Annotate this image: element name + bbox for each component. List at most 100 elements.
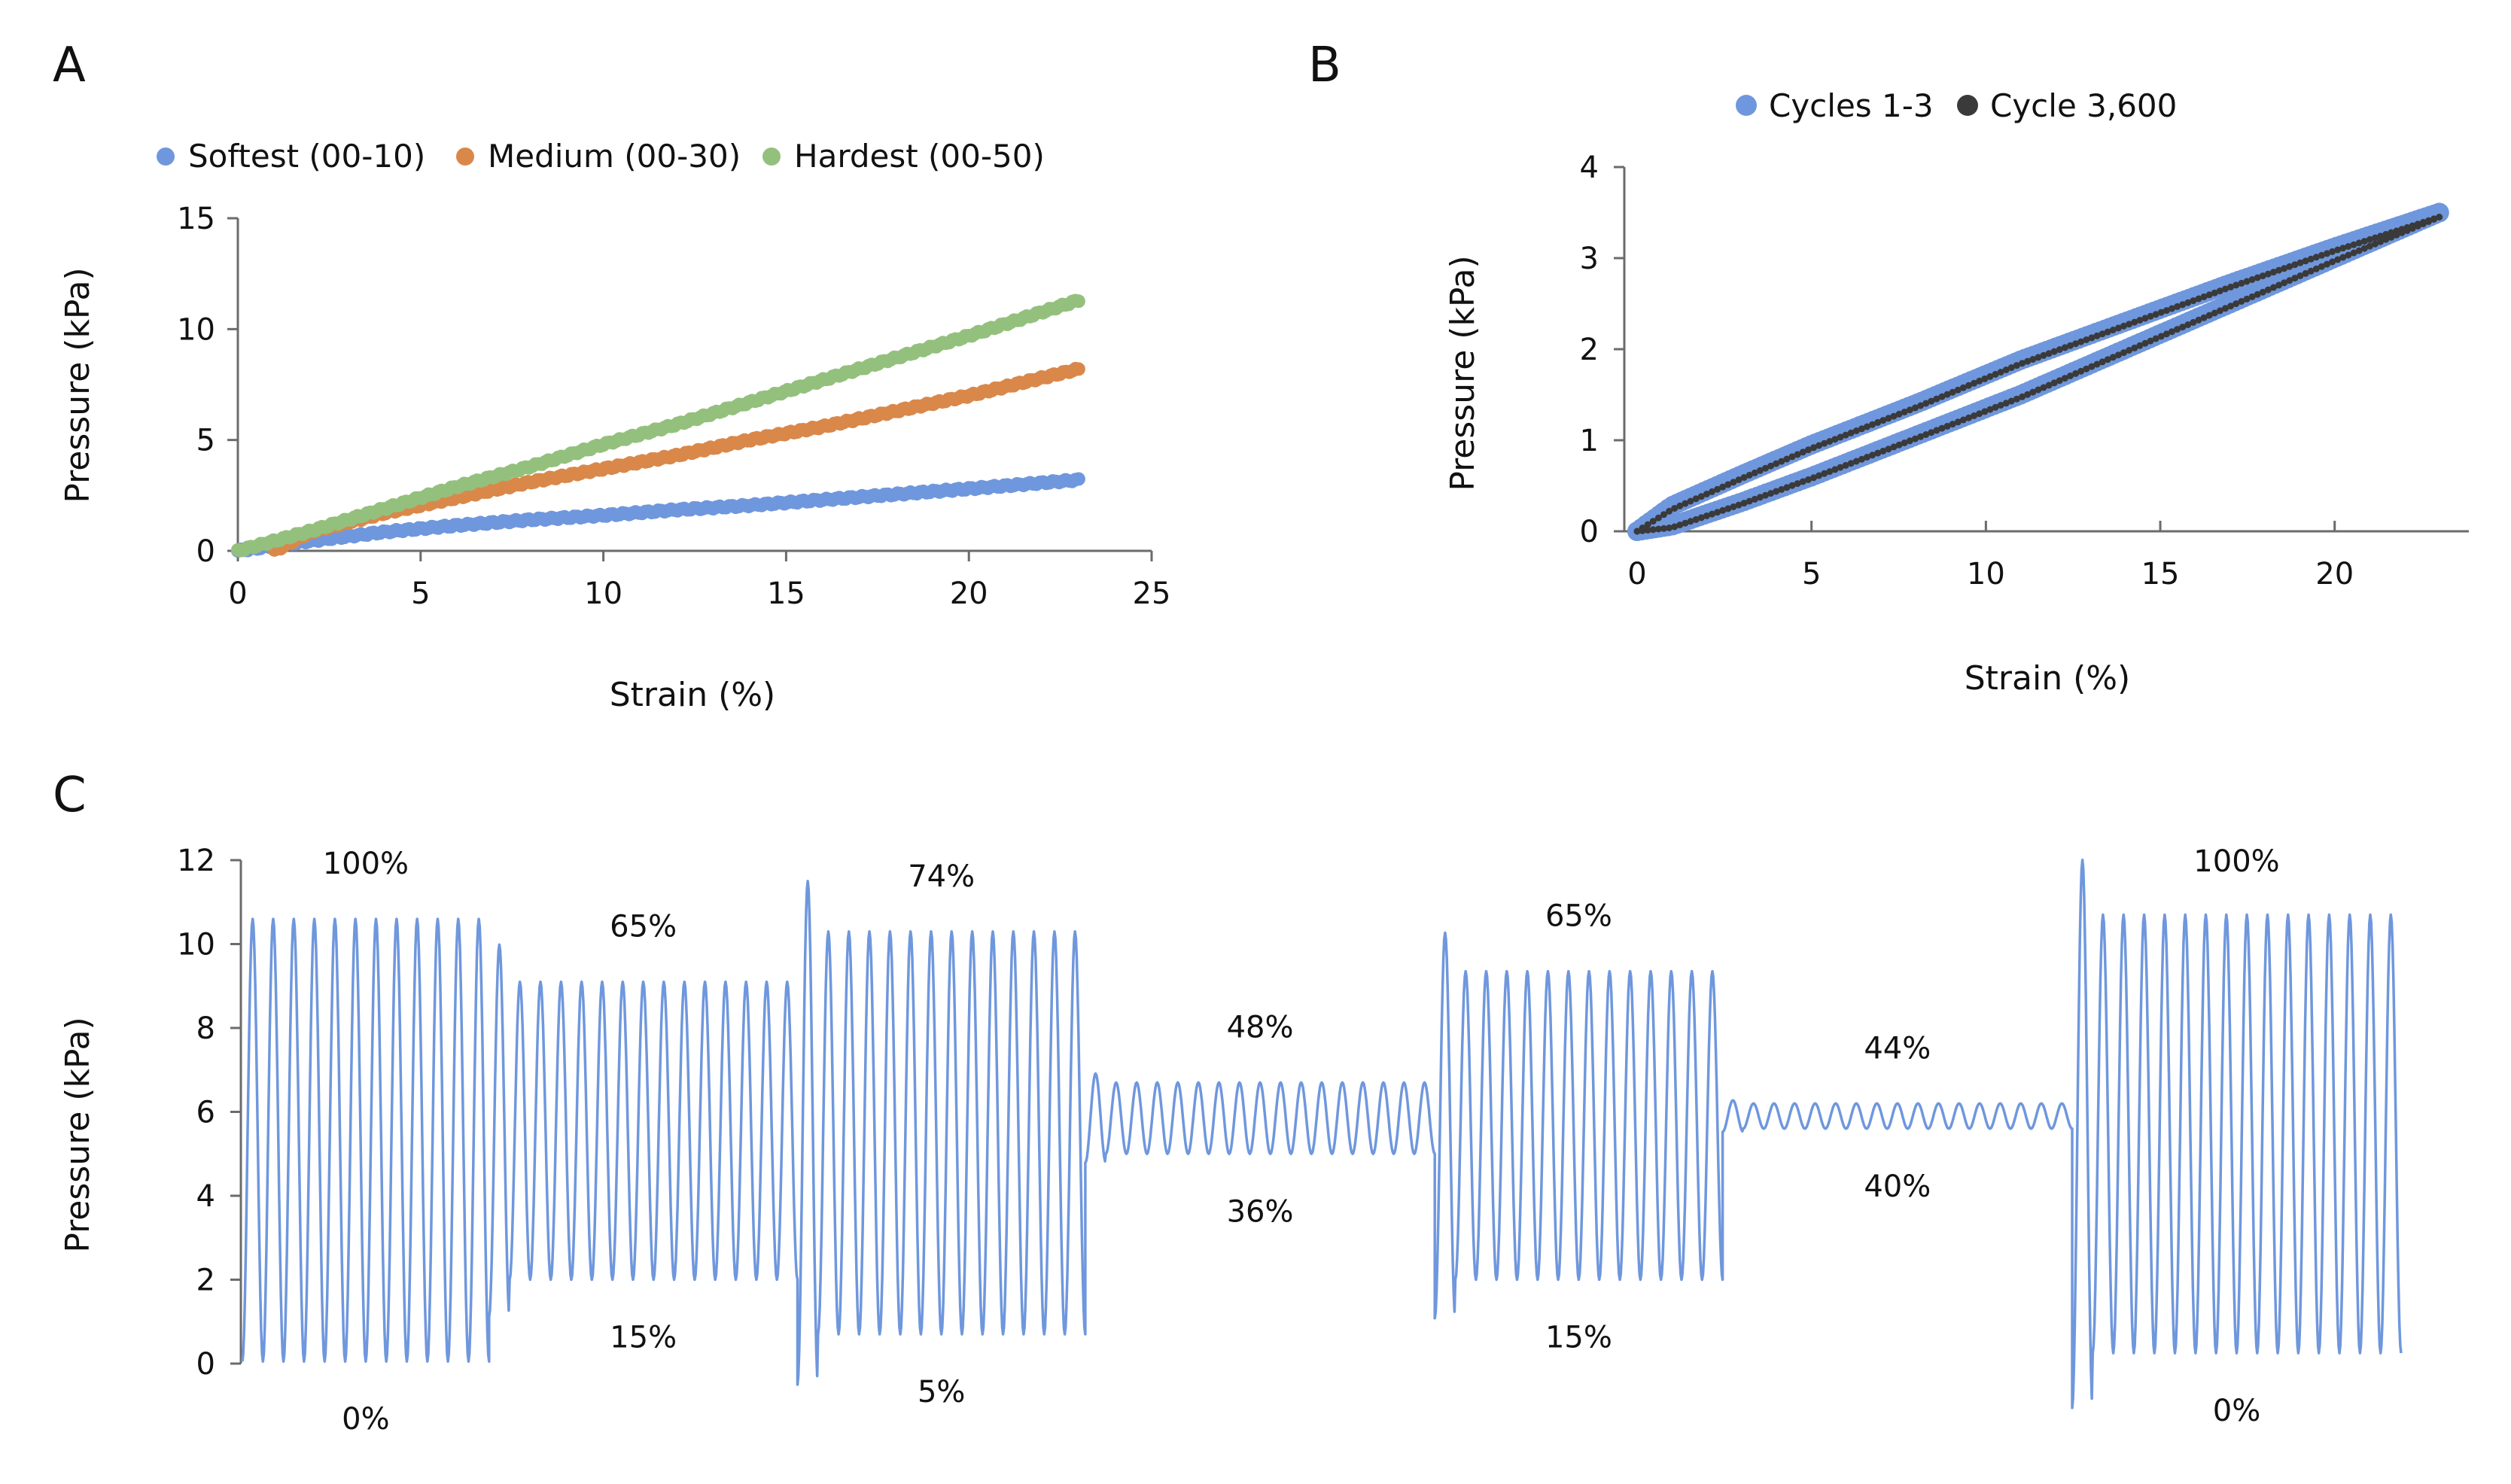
y-tick-label: 5 xyxy=(196,424,215,458)
data-point xyxy=(1660,525,1667,532)
panel-c-series xyxy=(241,858,2403,1409)
legend-marker-softest xyxy=(157,147,175,166)
data-point xyxy=(1943,391,1951,398)
data-point xyxy=(1740,500,1748,507)
panel-a-letter: A xyxy=(53,38,86,93)
data-point xyxy=(1660,511,1667,518)
data-point xyxy=(1895,441,1903,449)
data-point xyxy=(2238,279,2245,287)
data-point xyxy=(2318,263,2325,270)
panel-b-letter: B xyxy=(1308,38,1341,93)
data-point xyxy=(2120,349,2127,357)
data-point xyxy=(2190,318,2197,326)
data-point xyxy=(1885,415,1892,422)
data-point xyxy=(2360,245,2368,252)
data-point xyxy=(2382,230,2390,238)
data-point xyxy=(2195,316,2202,324)
data-point xyxy=(1954,386,1962,394)
data-point xyxy=(2350,241,2357,248)
data-point xyxy=(1879,417,1887,424)
data-point xyxy=(1794,451,1801,458)
panel-b-x-label: Strain (%) xyxy=(1965,659,2130,698)
data-point xyxy=(1724,481,1732,488)
data-point xyxy=(2345,251,2352,259)
data-point xyxy=(1709,510,1715,518)
data-point xyxy=(1783,484,1791,491)
data-point xyxy=(2425,217,2432,224)
data-point xyxy=(1826,468,1834,476)
data-point xyxy=(2013,395,2020,403)
data-point xyxy=(1756,467,1764,474)
data-point xyxy=(2233,281,2240,289)
panel-a-y-label: Pressure (kPa) xyxy=(59,267,97,503)
legend-marker-hardest xyxy=(762,147,781,166)
x-tick-label: 5 xyxy=(1802,557,1821,591)
data-point xyxy=(2126,347,2133,354)
data-point xyxy=(2141,315,2149,322)
data-point xyxy=(1864,454,1870,461)
data-point xyxy=(1767,462,1775,470)
legend-label-cycles-1-3: Cycles 1-3 xyxy=(1769,87,1934,124)
data-point xyxy=(2227,283,2235,290)
data-point xyxy=(1906,406,1913,414)
data-point xyxy=(2190,297,2197,305)
data-point xyxy=(1751,469,1758,476)
data-point xyxy=(1874,449,1882,457)
data-point xyxy=(2302,269,2309,277)
data-point xyxy=(2243,278,2251,285)
data-point xyxy=(2254,290,2261,298)
data-point xyxy=(1928,429,1935,436)
data-point xyxy=(2377,238,2385,245)
data-point xyxy=(1901,409,1908,415)
data-point xyxy=(1912,404,1919,412)
data-point xyxy=(2275,281,2283,289)
data-point xyxy=(2296,272,2304,279)
data-point xyxy=(1858,425,1865,433)
data-point xyxy=(1933,395,1940,403)
data-point xyxy=(2035,354,2042,361)
x-tick-label: 10 xyxy=(1967,557,2005,591)
data-point xyxy=(1799,449,1806,456)
data-point xyxy=(2248,293,2256,300)
data-point xyxy=(1735,476,1742,484)
data-point xyxy=(1816,442,1823,449)
data-point xyxy=(2083,336,2090,343)
segment-bottom-label: 36% xyxy=(1227,1194,1294,1229)
segment-bottom-label: 40% xyxy=(1864,1169,1931,1204)
data-point xyxy=(2430,215,2438,223)
data-point xyxy=(2227,303,2235,310)
data-point xyxy=(2377,233,2385,240)
data-point xyxy=(1692,495,1700,503)
legend-marker-cycle-3600 xyxy=(1957,95,1978,116)
data-point xyxy=(1943,422,1951,430)
data-point xyxy=(1906,437,1913,445)
data-point xyxy=(2312,254,2320,261)
data-point xyxy=(1842,461,1849,469)
data-point xyxy=(2072,340,2080,348)
data-point xyxy=(2126,321,2133,328)
data-point xyxy=(1954,418,1962,426)
data-point xyxy=(2174,326,2181,333)
data-point xyxy=(2329,248,2336,255)
data-point xyxy=(1730,503,1737,510)
data-point xyxy=(2002,366,2010,373)
data-point xyxy=(2200,314,2208,321)
data-point xyxy=(2029,356,2037,363)
y-tick-label: 6 xyxy=(196,1096,215,1130)
data-point xyxy=(1703,512,1710,519)
data-point xyxy=(1804,446,1812,454)
x-tick-label: 0 xyxy=(228,576,247,611)
data-point xyxy=(1788,482,1796,489)
data-point xyxy=(1869,452,1876,459)
data-point xyxy=(2307,267,2315,275)
panel-c-annotations: 100% 0% 65% 15% 74% 5% 48% 36% 65% 15% 44% 40% 100% 0… xyxy=(323,844,2280,1437)
data-point xyxy=(1666,525,1673,531)
data-point xyxy=(2355,247,2363,254)
data-point xyxy=(1671,505,1679,512)
x-tick-label: 20 xyxy=(950,576,988,611)
data-point xyxy=(2077,367,2085,375)
data-point xyxy=(1794,480,1801,488)
data-point xyxy=(2414,220,2421,228)
data-point xyxy=(1724,505,1732,512)
